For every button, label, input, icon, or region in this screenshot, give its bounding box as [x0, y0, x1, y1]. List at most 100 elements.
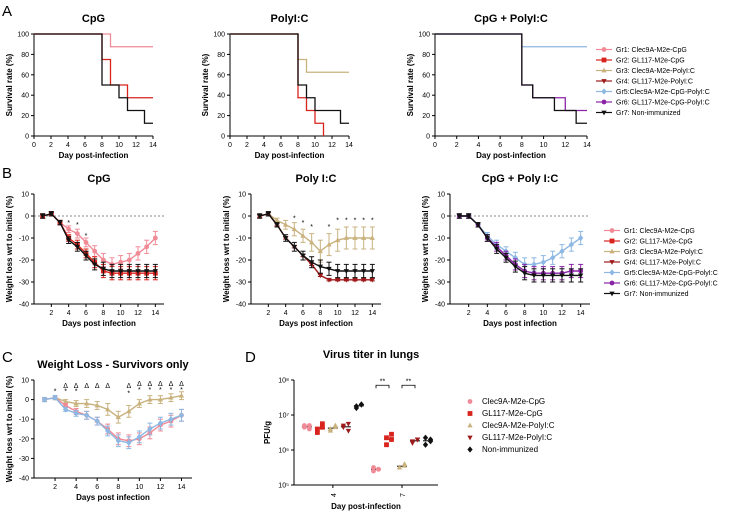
titer-point-1 — [389, 437, 394, 442]
chart-title: Poly I:C — [296, 173, 337, 185]
data-point-gr5 — [115, 437, 121, 444]
legend-label: Gr3: Clec9A-M2e-PolyI:C — [624, 249, 703, 256]
data-point-gr3 — [105, 406, 111, 412]
survival-line-gr4 — [230, 33, 325, 136]
significance-mark: * — [362, 218, 365, 225]
significance-mark: * — [293, 215, 296, 222]
x-tick-label: 14 — [149, 142, 157, 149]
data-point-gr5 — [550, 254, 556, 261]
y-tick-label: 60 — [21, 72, 29, 79]
x-tick-label: 0 — [228, 142, 232, 149]
legend-label: Gr6: GL117-M2e-CpG-PolyI:C — [616, 100, 710, 107]
x-tick-label: 4 — [284, 310, 288, 317]
y-tick-label: -40 — [435, 302, 445, 309]
significance-mark: * — [328, 224, 331, 231]
data-point-gr3 — [352, 235, 358, 240]
data-point-gr7 — [300, 253, 306, 259]
x-tick-label: 4 — [67, 310, 71, 317]
data-point-gr7 — [335, 269, 341, 274]
x-tick-label: 14 — [151, 310, 159, 317]
legend-marker — [609, 228, 615, 233]
significance-mark: Δ — [126, 383, 131, 390]
data-point-gr5 — [568, 241, 574, 248]
y-axis-label: PFU/g — [263, 421, 272, 444]
weight-chart-cpg: CpG 10 0 -10 -20 -30 -40 2 4 6 8 10 12 14 Days post in… — [5, 173, 164, 328]
legend-label: Gr2: GL117-M2e-CpG — [624, 239, 693, 246]
panel-label-d: D — [245, 349, 256, 366]
data-point-gr4 — [352, 277, 358, 283]
y-tick-label: -30 — [19, 280, 29, 287]
data-point-gr7 — [578, 273, 584, 279]
titer-point-1 — [319, 421, 325, 427]
data-point-gr3 — [94, 402, 100, 408]
significance-mark: * — [371, 218, 374, 225]
x-tick-label: 2 — [49, 310, 53, 317]
x-tick-label: 8 — [318, 310, 322, 317]
data-point-gr5 — [531, 261, 537, 268]
data-point-gr7 — [135, 269, 141, 274]
weight-chart-survivors: Weight Loss - Survivors only 10 0 -10 -20 -30… — [5, 359, 192, 502]
significance-mark: * — [138, 387, 141, 394]
data-point-gr7 — [274, 222, 280, 228]
significance-mark: Δ — [63, 383, 68, 390]
titer-point-0 — [371, 468, 376, 474]
y-tick-label: 10⁶ — [278, 448, 289, 455]
significance-mark: * — [54, 389, 57, 396]
y-tick-label: 100 — [17, 32, 29, 39]
legend-marker — [467, 446, 473, 453]
x-tick-label: 12 — [558, 310, 566, 317]
data-point-gr5 — [94, 418, 100, 425]
x-axis-label: Days post infection — [76, 493, 150, 502]
y-tick-label: 0 — [221, 134, 225, 141]
data-point-gr7 — [326, 266, 332, 272]
legend-label: Clec9A-M2e-CpG — [482, 397, 545, 406]
x-tick-label: 12 — [132, 142, 140, 149]
titer-point-3 — [345, 428, 352, 434]
data-point-gr7 — [522, 271, 528, 277]
x-tick-label: 4 — [331, 493, 338, 497]
legend-marker — [609, 260, 615, 265]
data-point-gr3 — [274, 217, 280, 223]
x-tick-label: 4 — [74, 484, 78, 491]
y-axis-label: Weight loss wrt to initial (%) — [5, 375, 14, 482]
titer-point-2 — [396, 464, 403, 470]
data-point-gr3 — [361, 235, 367, 240]
y-tick-label: -20 — [19, 436, 29, 443]
data-point-gr4 — [335, 277, 341, 283]
data-point-gr5 — [105, 427, 111, 435]
y-tick-label: 100 — [213, 32, 225, 39]
data-point-gr7 — [484, 236, 490, 241]
data-point-gr3 — [291, 226, 297, 232]
data-point-gr7 — [144, 269, 150, 274]
x-tick-label: 10 — [117, 310, 125, 317]
chart-title: CpG + PolyI:C — [474, 13, 548, 25]
titer-point-4 — [353, 403, 360, 410]
chart-title: CpG — [82, 13, 105, 25]
y-tick-label: 60 — [422, 72, 430, 79]
legend-label: Gr5:Clec9A-M2e-CpG-PolyI:C — [616, 89, 710, 96]
y-axis-label: Weight loss wrt to initial (%) — [421, 195, 430, 302]
x-tick-label: 6 — [504, 310, 508, 317]
titer-point-1 — [389, 431, 394, 437]
y-axis-label: Weight loss wrt to initial (%) — [222, 195, 231, 302]
data-point-gr3 — [73, 400, 79, 406]
data-point-gr4 — [369, 277, 375, 283]
data-point-gr3 — [115, 414, 121, 420]
titer-point-0 — [301, 423, 307, 428]
data-point-gr5 — [168, 416, 174, 423]
titer-point-0 — [371, 465, 376, 470]
data-point-gr7 — [57, 220, 63, 226]
titer-point-3 — [409, 441, 416, 446]
panel-label-b: B — [2, 165, 12, 182]
data-point-gr1 — [74, 231, 80, 237]
data-point-gr1 — [126, 257, 132, 263]
x-tick-label: 12 — [328, 142, 336, 149]
legend-marker — [601, 57, 607, 63]
x-tick-label: 10 — [311, 142, 319, 149]
significance-mark: * — [336, 218, 339, 225]
data-point-gr5 — [157, 420, 164, 427]
y-tick-label: 0 — [242, 214, 246, 221]
data-point-gr3 — [147, 396, 153, 402]
data-point-gr3 — [178, 392, 185, 398]
data-point-gr3 — [136, 400, 142, 406]
